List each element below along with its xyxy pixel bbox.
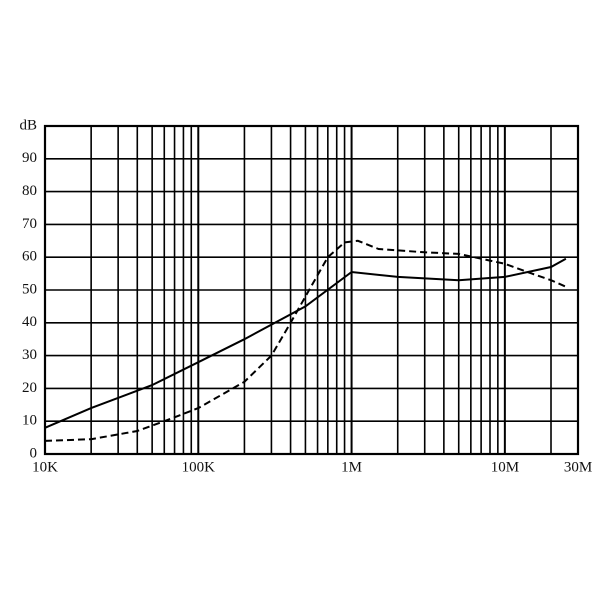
y-tick-label: 0 (30, 445, 38, 461)
x-tick-label: 1M (341, 459, 362, 475)
x-tick-label: 10K (32, 459, 58, 475)
data-line (44, 257, 567, 429)
x-tick-label: 100K (182, 459, 216, 475)
y-tick-label: dB (19, 117, 37, 133)
y-tick-label: 40 (22, 314, 37, 330)
plot-frame (43, 124, 580, 456)
y-tick-label: 20 (22, 380, 37, 396)
y-tick-label: 50 (22, 281, 37, 297)
y-tick-label: 10 (22, 413, 37, 429)
data-line (44, 239, 567, 442)
y-tick-label: 30 (22, 347, 37, 363)
x-tick-label: 30M (564, 459, 592, 475)
y-tick-label: 60 (22, 249, 37, 265)
y-tick-label: 80 (22, 183, 37, 199)
y-tick-label: 70 (22, 216, 37, 232)
y-tick-label: 90 (22, 150, 37, 166)
x-tick-label: 10M (491, 459, 519, 475)
